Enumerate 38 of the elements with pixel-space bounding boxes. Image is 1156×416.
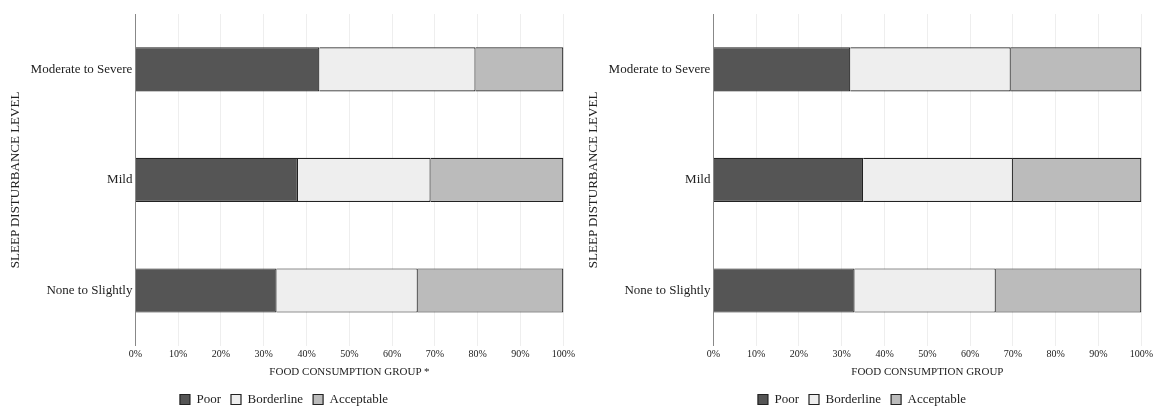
x-axis-title: FOOD CONSUMPTION GROUP: [851, 365, 1004, 378]
x-tick-label: 50%: [918, 348, 937, 360]
y-tick-label: Mild: [107, 171, 133, 187]
legend-label: Acceptable: [329, 390, 389, 406]
x-axis-title: FOOD CONSUMPTION GROUP *: [269, 365, 430, 378]
x-tick-label: 40%: [875, 348, 894, 360]
legend-label: Poor: [196, 390, 222, 406]
y-axis-title: SLEEP DISTURBANCE LEVEL: [585, 91, 601, 269]
legend-label: Poor: [774, 390, 800, 406]
x-tick-label: 90%: [1089, 348, 1108, 360]
x-tick-label: 0%: [128, 348, 143, 360]
x-tick-label: 80%: [468, 348, 487, 360]
x-tick-label: 70%: [1003, 348, 1023, 360]
x-tick-label: 60%: [960, 348, 980, 360]
y-tick-label: Mild: [685, 171, 711, 187]
legend-label: Borderline: [247, 390, 304, 406]
y-tick-label: None to Slightly: [624, 281, 711, 297]
x-tick-label: 40%: [297, 348, 316, 360]
legend-label: Borderline: [825, 390, 882, 406]
y-axis-title: SLEEP DISTURBANCE LEVEL: [7, 91, 23, 269]
y-tick-label: None to Slightly: [46, 281, 133, 297]
x-tick-label: 0%: [706, 348, 721, 360]
x-tick-label: 80%: [1046, 348, 1065, 360]
x-tick-label: 10%: [169, 348, 188, 360]
y-tick-label: Moderate to Severe: [30, 60, 133, 76]
x-tick-label: 10%: [747, 348, 766, 360]
x-tick-label: 30%: [254, 348, 273, 360]
x-tick-label: 20%: [211, 348, 231, 360]
x-tick-label: 50%: [340, 348, 359, 360]
x-tick-label: 60%: [382, 348, 402, 360]
x-tick-label: 100%: [551, 348, 576, 360]
x-tick-label: 70%: [425, 348, 445, 360]
x-tick-label: 90%: [511, 348, 530, 360]
x-tick-label: 30%: [832, 348, 851, 360]
x-tick-label: 20%: [789, 348, 809, 360]
x-tick-label: 100%: [1129, 348, 1154, 360]
y-tick-label: Moderate to Severe: [608, 60, 711, 76]
legend-label: Acceptable: [907, 390, 967, 406]
